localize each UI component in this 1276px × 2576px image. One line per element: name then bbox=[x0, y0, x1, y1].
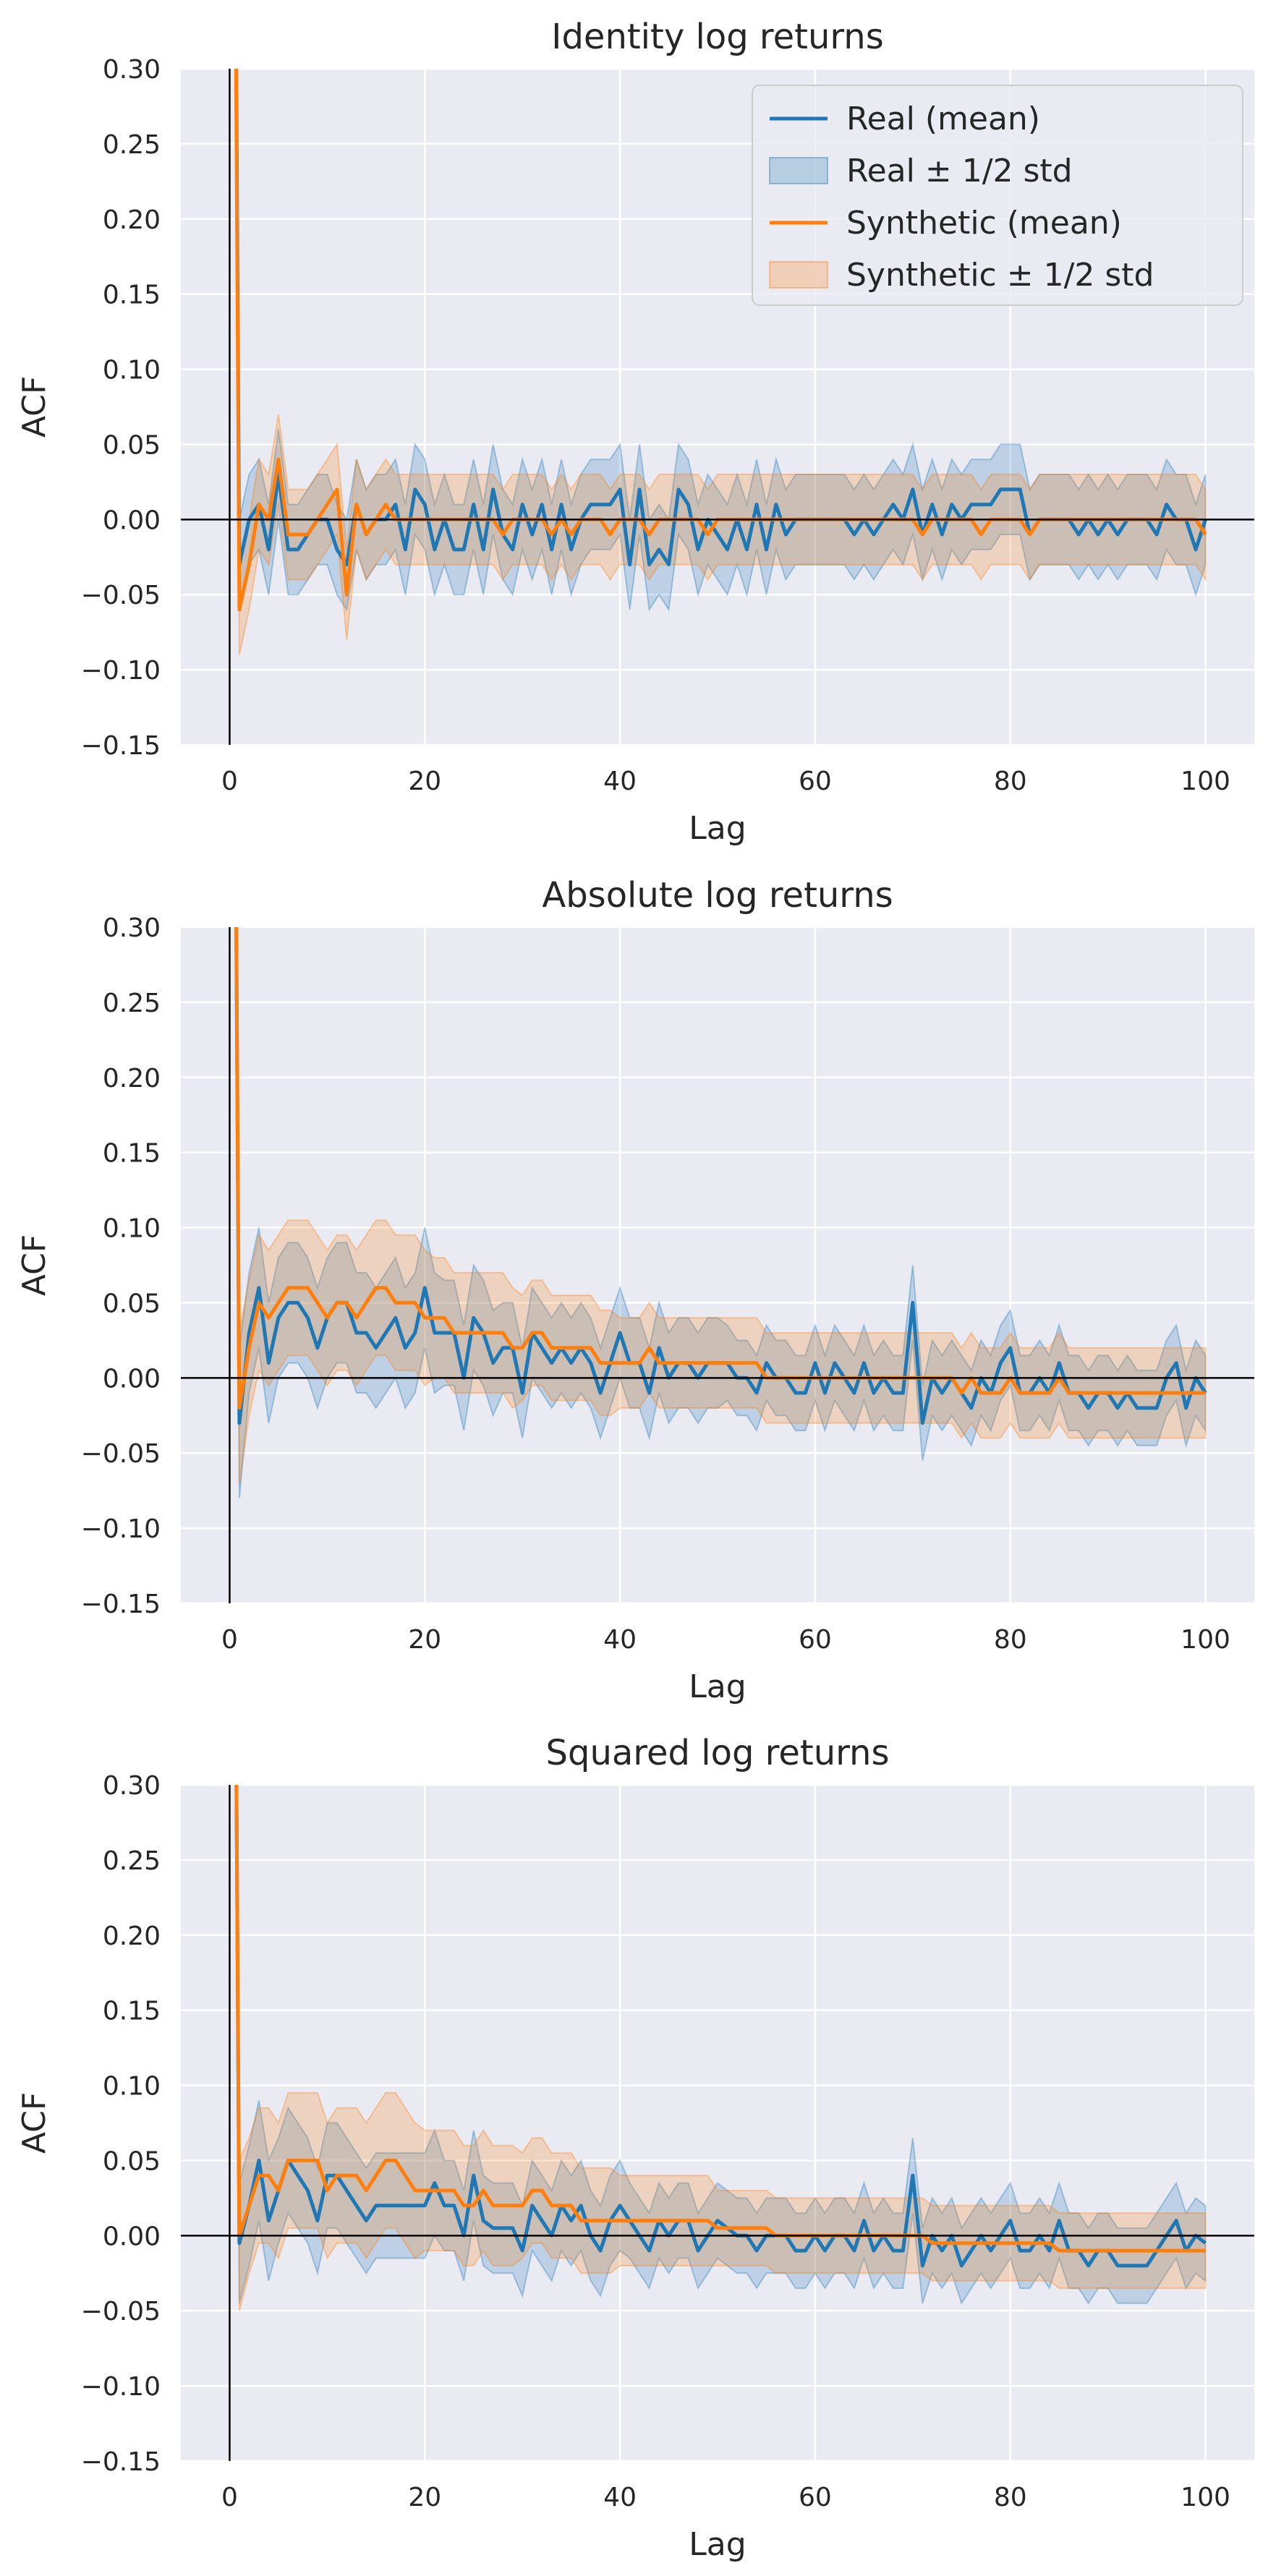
y-tick-label: 0.00 bbox=[103, 2222, 161, 2251]
y-tick-label: 0.30 bbox=[103, 55, 161, 85]
x-tick-label: 0 bbox=[221, 2483, 238, 2512]
y-tick-label: 0.15 bbox=[103, 1997, 161, 2026]
y-tick-label: 0.30 bbox=[103, 913, 161, 943]
y-tick-label: 0.10 bbox=[103, 356, 161, 385]
synthetic-mean-line bbox=[234, 1785, 1206, 2253]
x-axis-label: Lag bbox=[689, 810, 746, 847]
y-tick-label: 0.05 bbox=[103, 430, 161, 460]
y-tick-label: −0.10 bbox=[81, 1514, 161, 1544]
x-axis-label: Lag bbox=[689, 1668, 746, 1705]
x-tick-label: 80 bbox=[994, 2483, 1027, 2512]
y-tick-label: −0.05 bbox=[81, 2297, 161, 2326]
chart-panel-1: 0 20 40 60 80 100 −0.15 −0.10 −0.05 0.00 0.05 0.10 0… bbox=[16, 17, 1254, 847]
x-tick-label: 60 bbox=[799, 767, 832, 796]
x-tick-label: 80 bbox=[994, 1625, 1027, 1655]
x-tick-label: 60 bbox=[799, 2483, 832, 2512]
x-tick-label: 100 bbox=[1181, 767, 1230, 796]
y-tick-label: 0.10 bbox=[103, 1214, 161, 1244]
y-tick-label: 0.15 bbox=[103, 1139, 161, 1169]
y-tick-label: −0.10 bbox=[81, 2372, 161, 2402]
x-tick-label: 0 bbox=[221, 767, 238, 796]
x-tick-label: 80 bbox=[994, 767, 1027, 796]
legend-item-label: Synthetic (mean) bbox=[846, 205, 1122, 242]
y-tick-label: 0.25 bbox=[103, 989, 161, 1018]
legend: Real (mean) Real ± 1/2 std Synthetic (mean… bbox=[752, 85, 1243, 306]
chart-title: Identity log returns bbox=[551, 17, 883, 57]
legend-box bbox=[752, 85, 1243, 306]
y-tick-label: 0.25 bbox=[103, 1846, 161, 1876]
y-tick-label: 0.20 bbox=[103, 1064, 161, 1093]
legend-band-swatch bbox=[769, 157, 828, 184]
x-tick-label: 40 bbox=[603, 2483, 637, 2512]
plot-area bbox=[181, 927, 1254, 1603]
y-tick-label: 0.20 bbox=[103, 205, 161, 235]
legend-item-label: Synthetic ± 1/2 std bbox=[846, 257, 1154, 294]
y-tick-label: −0.05 bbox=[81, 581, 161, 610]
y-axis-label: ACF bbox=[16, 1234, 53, 1296]
x-tick-label: 100 bbox=[1181, 2483, 1230, 2512]
y-tick-label: −0.10 bbox=[81, 656, 161, 686]
y-tick-label: −0.15 bbox=[81, 2447, 161, 2477]
y-tick-label: 0.30 bbox=[103, 1771, 161, 1801]
x-tick-label: 40 bbox=[603, 767, 637, 796]
y-tick-label: 0.05 bbox=[103, 1289, 161, 1318]
y-tick-label: 0.00 bbox=[103, 1364, 161, 1394]
real-std-band bbox=[235, 1785, 1207, 2306]
y-tick-label: 0.05 bbox=[103, 2146, 161, 2176]
synthetic-mean-line bbox=[234, 927, 1206, 1410]
y-tick-label: 0.10 bbox=[103, 2072, 161, 2102]
plot-area bbox=[181, 1785, 1254, 2461]
y-tick-label: −0.15 bbox=[81, 731, 161, 761]
y-tick-label: 0.00 bbox=[103, 506, 161, 535]
chart-panel-2: 0 20 40 60 80 100 −0.15 −0.10 −0.05 0.00 0.05 0.10 0… bbox=[16, 875, 1254, 1705]
x-tick-label: 20 bbox=[408, 2483, 441, 2512]
y-axis-label: ACF bbox=[16, 2092, 53, 2154]
legend-item-label: Real ± 1/2 std bbox=[846, 153, 1073, 189]
legend-item-label: Real (mean) bbox=[846, 101, 1040, 137]
y-tick-label: −0.05 bbox=[81, 1439, 161, 1469]
x-tick-label: 20 bbox=[408, 767, 441, 796]
y-tick-label: 0.20 bbox=[103, 1922, 161, 1951]
x-tick-label: 100 bbox=[1181, 1625, 1230, 1655]
x-tick-label: 20 bbox=[408, 1625, 441, 1655]
x-tick-label: 0 bbox=[221, 1625, 238, 1655]
y-tick-label: −0.15 bbox=[81, 1590, 161, 1619]
y-axis-label: ACF bbox=[16, 376, 53, 438]
x-tick-label: 60 bbox=[799, 1625, 832, 1655]
chart-title: Absolute log returns bbox=[542, 875, 893, 916]
y-tick-label: 0.25 bbox=[103, 130, 161, 160]
chart-title: Squared log returns bbox=[546, 1733, 890, 1773]
chart-panel-3: 0 20 40 60 80 100 −0.15 −0.10 −0.05 0.00 0.05 0.10 0… bbox=[16, 1733, 1254, 2563]
y-tick-label: 0.15 bbox=[103, 281, 161, 310]
legend-band-swatch bbox=[769, 261, 828, 289]
x-axis-label: Lag bbox=[689, 2526, 746, 2563]
real-mean-line bbox=[234, 1785, 1207, 2268]
x-tick-label: 40 bbox=[603, 1625, 637, 1655]
